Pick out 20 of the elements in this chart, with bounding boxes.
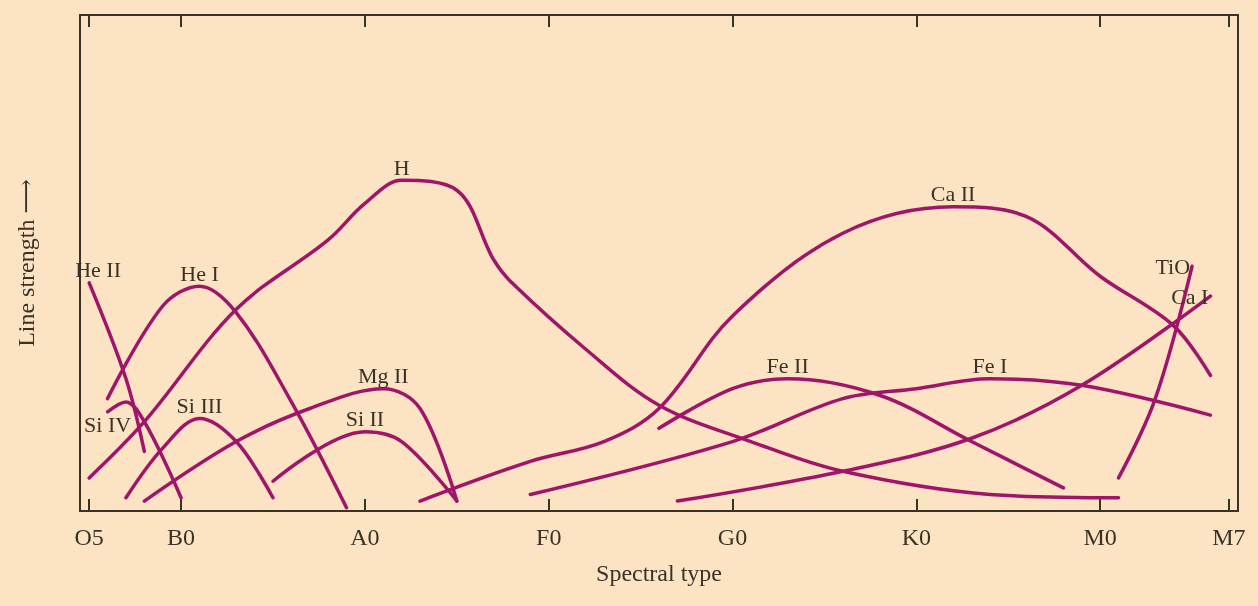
x-tick-label: G0 [717, 524, 748, 550]
x-tick-label: O5 [74, 524, 104, 550]
series-label: Si III [176, 392, 223, 418]
y-axis-title: Line strength ⟶ [13, 179, 39, 347]
series-label: He I [180, 260, 219, 286]
x-tick-label: M0 [1083, 524, 1117, 550]
x-tick-label: K0 [901, 524, 932, 550]
x-tick-label: A0 [350, 524, 380, 550]
series-label: TiO [1155, 253, 1191, 279]
x-axis-title: Spectral type [596, 560, 722, 586]
series-label: Si II [345, 406, 385, 432]
series-label: Ca II [930, 181, 976, 207]
series-label: Fe II [766, 353, 809, 379]
x-tick-label: B0 [167, 524, 196, 550]
x-tick-label: M7 [1212, 524, 1246, 550]
series-label: Fe I [972, 353, 1008, 379]
series-label: H [393, 154, 410, 180]
series-label: Mg II [357, 363, 409, 389]
series-label: Si IV [84, 412, 132, 438]
x-tick-label: F0 [536, 524, 562, 550]
